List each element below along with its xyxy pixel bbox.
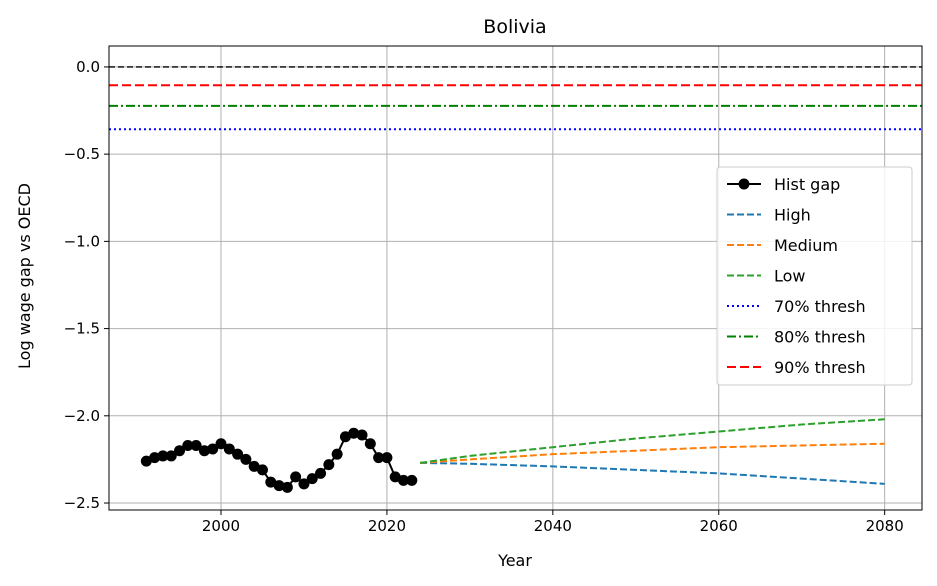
hist-point (373, 452, 385, 464)
legend-entry: Medium (774, 236, 838, 255)
threshold-lines (109, 66, 922, 131)
hist-point (165, 450, 177, 462)
x-tick-label: 2060 (700, 517, 738, 535)
hist-point (240, 453, 252, 465)
hist-point (339, 431, 351, 443)
hist-point (190, 439, 202, 451)
hist-point (406, 474, 418, 486)
series-high (420, 461, 885, 485)
legend-marker (738, 178, 750, 190)
hist-point (157, 450, 169, 462)
series-medium (420, 442, 885, 464)
legend-entry: High (774, 206, 811, 225)
x-tick-label: 2040 (534, 517, 572, 535)
hist-point (273, 480, 285, 492)
plot-frame (108, 45, 923, 511)
hist-point (198, 445, 210, 457)
hist-point (182, 439, 194, 451)
legend-entry: Hist gap (774, 175, 840, 194)
x-axis-label: Year (497, 551, 532, 570)
hist-point (356, 429, 368, 441)
hist-point (323, 459, 335, 471)
hist-point (348, 427, 360, 439)
legend-entry: 80% thresh (774, 328, 866, 347)
hist-point (232, 448, 244, 460)
axis-ticks: 2000 2020 2040 2060 2080 0.0 −0.5 −1.0 −1.5 −2.0 −… (64, 58, 904, 535)
series-low (419, 418, 885, 464)
hist-point (389, 471, 401, 483)
hist-point (207, 443, 219, 455)
hist-point (265, 476, 277, 488)
hist-point (306, 473, 318, 485)
y-tick-label: −0.5 (64, 145, 100, 163)
hist-point (315, 467, 327, 479)
hist-point (331, 448, 343, 460)
legend-entry: 90% thresh (774, 358, 866, 377)
chart-title: Bolivia (483, 16, 546, 38)
hist-point (364, 438, 376, 450)
hist-point (381, 452, 393, 464)
y-tick-label: −1.5 (64, 320, 100, 338)
legend-box (716, 166, 913, 386)
y-tick-label: −1.0 (64, 232, 100, 250)
x-tick-label: 2080 (866, 517, 904, 535)
hist-point (140, 455, 152, 467)
hist-point (298, 478, 310, 490)
legend: Hist gap High Medium Low 70% thresh 80% thres… (716, 166, 913, 386)
x-tick-label: 2000 (202, 517, 240, 535)
y-axis-label: Log wage gap vs OECD (15, 183, 34, 369)
y-tick-label: −2.5 (64, 494, 100, 512)
hist-point (290, 471, 302, 483)
hist-point (398, 474, 410, 486)
hist-point (281, 481, 293, 493)
y-tick-label: 0.0 (76, 58, 100, 76)
hist-point (215, 438, 227, 450)
hist-point (149, 452, 161, 464)
hist-point (174, 445, 186, 457)
hist-point (256, 464, 268, 476)
x-tick-label: 2020 (368, 517, 406, 535)
legend-entry: Low (774, 267, 806, 286)
hist-point (223, 443, 235, 455)
y-tick-label: −2.0 (64, 407, 100, 425)
plot-series (140, 418, 885, 493)
legend-entry: 70% thresh (774, 297, 866, 316)
hist-point (248, 460, 260, 472)
